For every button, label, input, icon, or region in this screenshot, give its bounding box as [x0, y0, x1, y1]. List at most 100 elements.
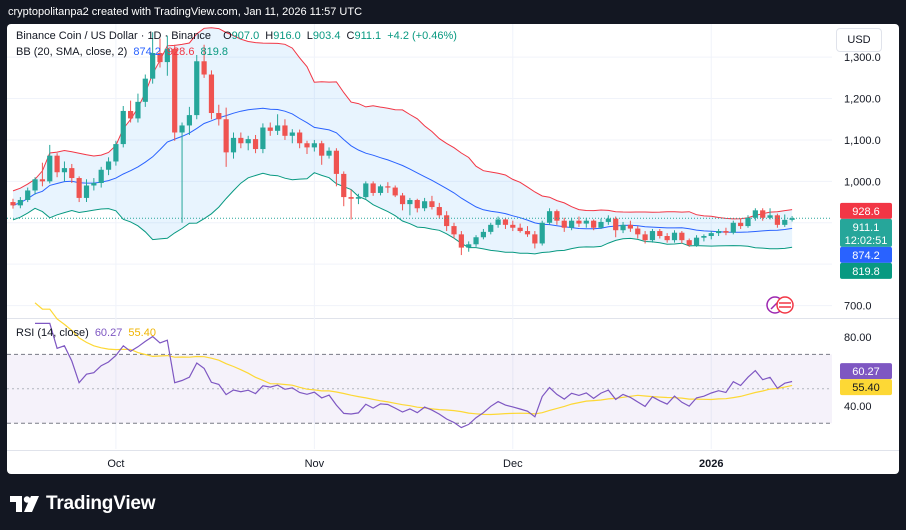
- rsi-ma-value: 55.40: [128, 327, 156, 339]
- rsi-tag: [840, 379, 892, 396]
- candle-body: [157, 52, 163, 63]
- candle-body: [635, 228, 641, 235]
- candle-body: [723, 231, 729, 233]
- bb-lower-line: [12, 172, 793, 255]
- candle-body: [142, 78, 148, 102]
- candle-body: [458, 234, 464, 248]
- candle-body: [774, 215, 780, 225]
- candle-body: [789, 218, 795, 220]
- open-value: 907.0: [231, 30, 260, 42]
- candle-body: [444, 215, 450, 227]
- candle-body: [701, 236, 707, 238]
- candle-body: [363, 183, 369, 198]
- candle-body: [370, 183, 376, 193]
- candle-body: [275, 125, 281, 131]
- candle-body: [150, 52, 156, 79]
- rsi-tag-label: 55.40: [852, 382, 880, 394]
- bollinger-fill: [13, 27, 793, 254]
- candle-body: [546, 211, 553, 223]
- rsi-pane: [7, 302, 832, 429]
- candle-body: [730, 222, 736, 233]
- price-tick-label: 1,000.0: [844, 176, 881, 188]
- rsi-tag-label: 60.27: [852, 366, 880, 378]
- candle-body: [135, 101, 141, 119]
- candle-body: [782, 219, 788, 225]
- candle-body: [466, 244, 472, 248]
- candle-body: [649, 231, 656, 241]
- candle-body: [716, 231, 722, 234]
- candle-body: [282, 125, 288, 136]
- candle-body: [194, 61, 200, 116]
- attribution-bar: cryptopolitanpa2 created with TradingVie…: [0, 0, 906, 24]
- candle-body: [561, 220, 567, 228]
- price-tick-label: 1,300.0: [844, 52, 881, 64]
- candle-body: [605, 218, 611, 222]
- currency-button[interactable]: USD: [836, 28, 882, 52]
- chart-canvas[interactable]: 1,300.0 1,200.0 1,100.0 1,000.0 700.0 80.00 40…: [7, 24, 899, 474]
- candle-body: [10, 202, 16, 206]
- open-label: O: [223, 30, 232, 42]
- candle-body: [524, 231, 531, 235]
- candle-body: [17, 199, 23, 206]
- rsi-tick-label: 80.00: [844, 332, 872, 344]
- compare-symbols-icon[interactable]: [766, 296, 794, 314]
- candle-body: [201, 61, 207, 75]
- candle-body: [429, 201, 435, 208]
- tradingview-logo: TradingView: [10, 490, 156, 518]
- candle-body: [289, 132, 295, 136]
- high-value: 916.0: [273, 30, 301, 42]
- low-value: 903.4: [312, 30, 341, 42]
- candle-body: [664, 236, 670, 241]
- candle-body: [392, 187, 398, 196]
- candle-body: [128, 110, 134, 119]
- bb-legend: BB (20, SMA, close, 2) 874.2 928.6 819.8: [16, 46, 231, 58]
- candle-body: [245, 139, 251, 144]
- candle-body: [745, 217, 751, 227]
- candle-body: [583, 220, 589, 224]
- symbol-title: Binance Coin / US Dollar · 1D · Binance: [16, 30, 212, 42]
- candle-body: [576, 220, 582, 224]
- candle-body: [311, 143, 317, 148]
- bb-basis-line: [12, 107, 793, 233]
- candle-body: [569, 220, 575, 228]
- candle-body: [355, 197, 362, 199]
- candle-body: [767, 215, 773, 218]
- candle-body: [414, 199, 420, 209]
- candle-body: [304, 143, 310, 148]
- candle-body: [686, 240, 692, 246]
- candle-body: [186, 115, 192, 126]
- candle-body: [76, 178, 82, 198]
- candle-body: [399, 195, 406, 205]
- candle-body: [671, 232, 678, 241]
- rsi-value: 60.27: [94, 327, 123, 339]
- price-tag-label: 911.1: [853, 222, 880, 234]
- bb-label: BB (20, SMA, close, 2): [16, 46, 128, 58]
- candle-body: [620, 224, 626, 231]
- candle-body: [208, 74, 215, 114]
- chart-panel[interactable]: 1,300.0 1,200.0 1,100.0 1,000.0 700.0 80.00 40…: [7, 24, 899, 474]
- candle-body: [98, 169, 104, 184]
- symbol-legend: Binance Coin / US Dollar · 1D · Binance …: [16, 30, 457, 42]
- time-tick-label: Oct: [107, 458, 124, 470]
- attribution-text: cryptopolitanpa2 created with TradingVie…: [8, 6, 363, 18]
- candle-body: [708, 233, 714, 237]
- candle-body: [591, 220, 597, 228]
- candle-body: [760, 210, 766, 218]
- candle-body: [25, 190, 31, 200]
- rsi-tag: [840, 363, 892, 380]
- time-tick-label: Nov: [305, 458, 325, 470]
- candle-body: [532, 234, 538, 244]
- candle-body: [679, 232, 685, 241]
- candle-body: [693, 237, 700, 246]
- candle-body: [517, 227, 523, 232]
- candle-body: [39, 179, 45, 182]
- candle-body: [539, 222, 545, 244]
- candle-body: [488, 224, 494, 232]
- price-tags: 928.6 911.112:02:51 874.2 819.8 60.27 55.40: [840, 202, 892, 396]
- close-value: 911.1: [354, 30, 382, 42]
- bb-basis-value: 874.2: [133, 46, 161, 58]
- candle-body: [348, 197, 354, 199]
- time-tick-label: Dec: [503, 458, 523, 470]
- close-label: C: [346, 30, 355, 42]
- candle-body: [164, 48, 170, 63]
